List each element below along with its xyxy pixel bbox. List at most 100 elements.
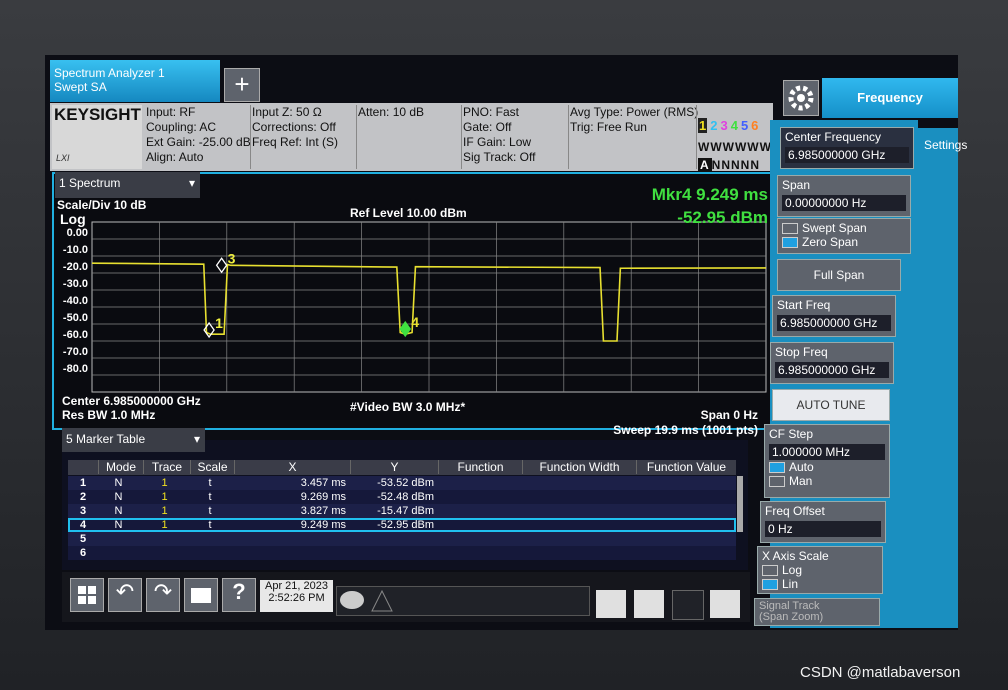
marker — [215, 257, 228, 274]
status-text: Atten: 10 dB — [358, 105, 425, 119]
trace-number: 6 — [751, 118, 759, 133]
redo-button[interactable]: ↷ — [146, 578, 180, 612]
zoom-button[interactable] — [710, 590, 740, 618]
table-cell: 1 — [161, 477, 168, 489]
undo-button[interactable]: ↶ — [108, 578, 142, 612]
key-label: CF Step — [769, 427, 814, 441]
full-span-key[interactable]: Full Span — [777, 259, 901, 291]
y-tick-label: -80.0 — [63, 363, 88, 375]
trace-detectors: A NNNNN — [698, 158, 760, 172]
table-cell: 9.249 ms — [300, 519, 346, 531]
detector-active: A — [698, 158, 712, 172]
separator — [568, 105, 569, 169]
status-text: Gate: Off — [463, 120, 512, 134]
marker — [399, 320, 412, 338]
window-selector[interactable]: 1 Spectrum ▾ — [55, 172, 200, 198]
table-cell: t — [208, 505, 212, 517]
y-tick-label: -30.0 — [63, 278, 88, 290]
table-cell: 5 — [79, 533, 87, 545]
x-axis-scale-key[interactable]: X Axis Scale Log Lin — [757, 546, 883, 594]
y-tick-label: 0.00 — [67, 227, 88, 239]
add-tab-button[interactable]: + — [224, 68, 260, 102]
center-freq-key[interactable]: Center Frequency 6.985000000 GHz — [780, 127, 914, 169]
center-freq: Center 6.985000000 GHz — [62, 394, 201, 408]
scale-div: Scale/Div 10 dB — [57, 198, 147, 212]
table-cell: 4 — [79, 519, 87, 531]
y-tick-label: -70.0 — [63, 346, 88, 358]
y-tick-label: -40.0 — [63, 295, 88, 307]
key-label: Freq Offset — [765, 504, 825, 518]
status-text: Corrections: Off — [252, 120, 336, 134]
table-cell: 2 — [79, 491, 87, 503]
table-cell: t — [208, 519, 212, 531]
message-bar[interactable] — [336, 586, 590, 616]
table-cell: 1 — [161, 505, 168, 517]
key-label: Signal Track — [759, 600, 820, 612]
signal-track-key[interactable]: Signal Track (Span Zoom) — [754, 598, 880, 626]
marker-table-selector[interactable]: 5 Marker Table ▾ — [62, 428, 205, 452]
ref-level: Ref Level 10.00 dBm — [350, 206, 467, 220]
option: Lin — [782, 577, 799, 591]
table-cell: 3.457 ms — [300, 477, 346, 489]
lxi-logo: LXI — [56, 153, 70, 163]
watermark: CSDN @matlabaverson — [800, 664, 961, 681]
table-cell: -15.47 dBm — [377, 505, 434, 517]
instrument-tab[interactable]: Spectrum Analyzer 1 Swept SA — [50, 60, 220, 102]
auto-tune-key[interactable]: AUTO TUNE — [772, 389, 890, 421]
table-cell: 3 — [79, 505, 87, 517]
y-tick-label: -50.0 — [63, 312, 88, 324]
multi-window-button[interactable] — [672, 590, 704, 620]
help-button[interactable]: ? — [222, 578, 256, 612]
separator — [356, 105, 357, 169]
table-cell: N — [114, 505, 123, 517]
key-value: 6.985000000 GHz — [777, 315, 891, 331]
separator — [696, 105, 697, 169]
clock: Apr 21, 2023 2:52:26 PM — [260, 580, 333, 612]
option: Auto — [789, 460, 814, 474]
touch-button[interactable] — [634, 590, 664, 618]
stop-freq-key[interactable]: Stop Freq 6.985000000 GHz — [770, 342, 894, 384]
table-cell: N — [114, 519, 123, 531]
table-cell: N — [114, 491, 123, 503]
marker-label: 1 — [215, 315, 223, 331]
table-row-bg — [68, 504, 736, 518]
span-mode-key[interactable]: Swept Span Zero Span — [777, 218, 911, 254]
table-cell: -53.52 dBm — [377, 477, 434, 489]
menu-title[interactable]: Frequency — [822, 78, 958, 118]
status-text: Coupling: AC — [146, 120, 217, 134]
time: 2:52:26 PM — [268, 592, 325, 604]
table-header: Function Value — [636, 460, 736, 474]
settings-gear[interactable] — [783, 80, 819, 116]
settings-tab[interactable]: Settings — [924, 138, 968, 152]
start-freq-key[interactable]: Start Freq 6.985000000 GHz — [772, 295, 896, 337]
separator — [461, 105, 462, 169]
table-cell: 1 — [161, 491, 168, 503]
brand-box: KEYSIGHT LXI — [52, 105, 142, 169]
table-cell: 1 — [161, 519, 168, 531]
trace-number: 1 — [698, 118, 708, 133]
sweep: Sweep 19.9 ms (1001 pts) — [613, 423, 758, 437]
table-cell: t — [208, 477, 212, 489]
table-row-bg — [68, 518, 736, 532]
option: Log — [782, 563, 803, 577]
table-cell: 1 — [79, 477, 87, 489]
cf-step-key[interactable]: CF Step 1.000000 MHz Auto Man — [764, 424, 890, 498]
freq-offset-key[interactable]: Freq Offset 0 Hz — [760, 501, 886, 543]
table-row-bg — [68, 546, 736, 560]
marker-label: 3 — [228, 250, 236, 266]
table-header-bg — [68, 460, 736, 475]
status-text: Ext Gain: -25.00 dB — [146, 135, 251, 149]
layout-button[interactable] — [596, 590, 626, 618]
status-text: Align: Auto — [146, 150, 204, 164]
table-cell: -52.48 dBm — [377, 491, 434, 503]
table-cell: -52.95 dBm — [377, 519, 434, 531]
table-header: Trace — [143, 460, 190, 474]
separator — [250, 105, 251, 169]
brand: KEYSIGHT — [54, 105, 141, 124]
table-cell: 9.269 ms — [300, 491, 346, 503]
windows-button[interactable] — [70, 578, 104, 612]
file-button[interactable] — [184, 578, 218, 612]
key-value: 1.000000 MHz — [769, 444, 885, 460]
key-sub: (Span Zoom) — [759, 611, 824, 623]
span-key[interactable]: Span 0.00000000 Hz — [777, 175, 911, 217]
